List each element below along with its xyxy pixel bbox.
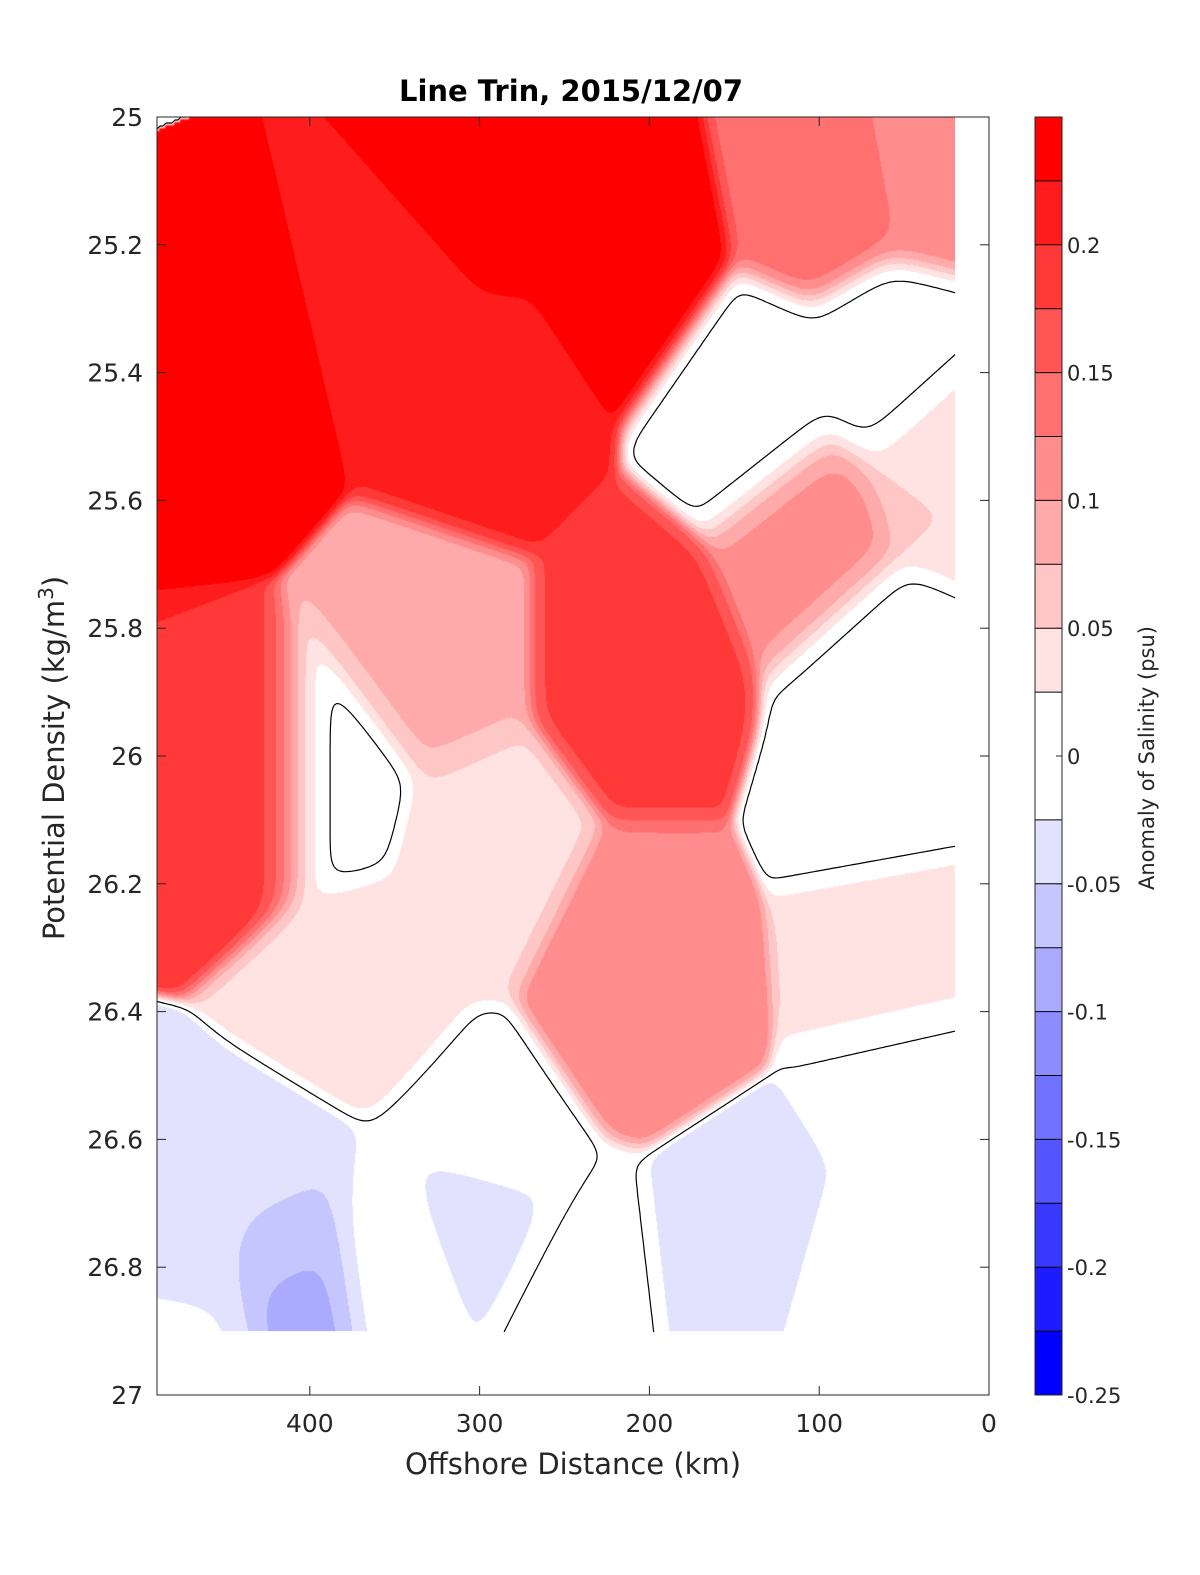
colorbar-band bbox=[1035, 117, 1062, 181]
colorbar-tick-label: 0.15 bbox=[1067, 362, 1114, 386]
x-axis-ticks: 400 300 200 100 0 bbox=[286, 117, 997, 1438]
y-tick-label: 26.2 bbox=[87, 870, 143, 899]
y-axis-title-end: ) bbox=[37, 576, 71, 587]
zero-contour-lines bbox=[157, 117, 956, 1333]
y-tick-label: 26.4 bbox=[87, 998, 143, 1027]
colorbar-ticks: -0.25 -0.2 -0.15 -0.1 -0.05 0 0.05 0.1 0.15 0.2 bbox=[1056, 234, 1121, 1408]
colorbar-band bbox=[1035, 1331, 1062, 1395]
y-axis-title-main: Potential Density (kg/m bbox=[37, 600, 71, 940]
y-tick-label: 25 bbox=[111, 103, 143, 132]
colorbar-band bbox=[1035, 1075, 1062, 1140]
y-tick-label: 26.6 bbox=[87, 1125, 143, 1154]
y-tick-label: 26.8 bbox=[87, 1253, 143, 1282]
y-tick-label: 25.8 bbox=[87, 614, 143, 643]
zero-contour bbox=[157, 117, 956, 1333]
colorbar: -0.25 -0.2 -0.15 -0.1 -0.05 0 0.05 0.1 0.15 0.2 A… bbox=[1034, 116, 1159, 1408]
colorbar-tick-label: -0.05 bbox=[1067, 873, 1121, 897]
colorbar-tick-label: 0.2 bbox=[1067, 234, 1100, 258]
x-tick-label: 200 bbox=[626, 1409, 674, 1438]
x-tick-label: 0 bbox=[981, 1409, 997, 1438]
x-tick-label: 400 bbox=[286, 1409, 334, 1438]
colorbar-band bbox=[1035, 436, 1062, 501]
colorbar-tick-label: -0.1 bbox=[1067, 1001, 1108, 1025]
y-axis-ticks: 25 25.2 25.4 25.6 25.8 26 26.2 26.4 26.6 26.8 27 bbox=[87, 103, 989, 1410]
x-tick-label: 300 bbox=[456, 1409, 504, 1438]
salinity-anomaly-field bbox=[157, 117, 955, 1332]
y-axis-title-superscript: 3 bbox=[34, 587, 58, 600]
colorbar-label: Anomaly of Salinity (psu) bbox=[1135, 626, 1159, 890]
y-tick-label: 25.4 bbox=[87, 359, 143, 388]
colorbar-tick-label: -0.25 bbox=[1067, 1384, 1121, 1408]
colorbar-tick-label: 0 bbox=[1067, 745, 1080, 769]
x-tick-label: 100 bbox=[795, 1409, 843, 1438]
colorbar-band bbox=[1035, 819, 1062, 884]
colorbar-band bbox=[1035, 308, 1062, 373]
colorbar-band bbox=[1035, 1139, 1062, 1204]
colorbar-tick-label: -0.15 bbox=[1067, 1128, 1121, 1152]
y-tick-label: 25.2 bbox=[87, 231, 143, 260]
y-axis-title: Potential Density (kg/m3) bbox=[34, 576, 71, 940]
colorbar-tick-label: -0.2 bbox=[1067, 1256, 1108, 1280]
colorbar-tick-label: 0.1 bbox=[1067, 489, 1100, 513]
colorbar-band bbox=[1035, 372, 1062, 437]
colorbar-band bbox=[1035, 1267, 1062, 1332]
colorbar-bands bbox=[1035, 117, 1062, 1395]
colorbar-band bbox=[1035, 1011, 1062, 1076]
y-tick-label: 26 bbox=[111, 742, 143, 771]
colorbar-band bbox=[1035, 1203, 1062, 1268]
y-tick-label: 25.6 bbox=[87, 486, 143, 515]
colorbar-band bbox=[1035, 500, 1062, 565]
colorbar-band bbox=[1035, 628, 1062, 693]
colorbar-band bbox=[1035, 180, 1062, 245]
colorbar-band bbox=[1035, 564, 1062, 629]
chart-title: Line Trin, 2015/12/07 bbox=[399, 74, 743, 108]
x-axis-title: Offshore Distance (km) bbox=[405, 1447, 741, 1481]
colorbar-band bbox=[1035, 947, 1062, 1012]
colorbar-tick-label: 0.05 bbox=[1067, 617, 1114, 641]
y-tick-label: 27 bbox=[111, 1381, 143, 1410]
colorbar-band bbox=[1035, 244, 1062, 309]
colorbar-band bbox=[1035, 883, 1062, 948]
